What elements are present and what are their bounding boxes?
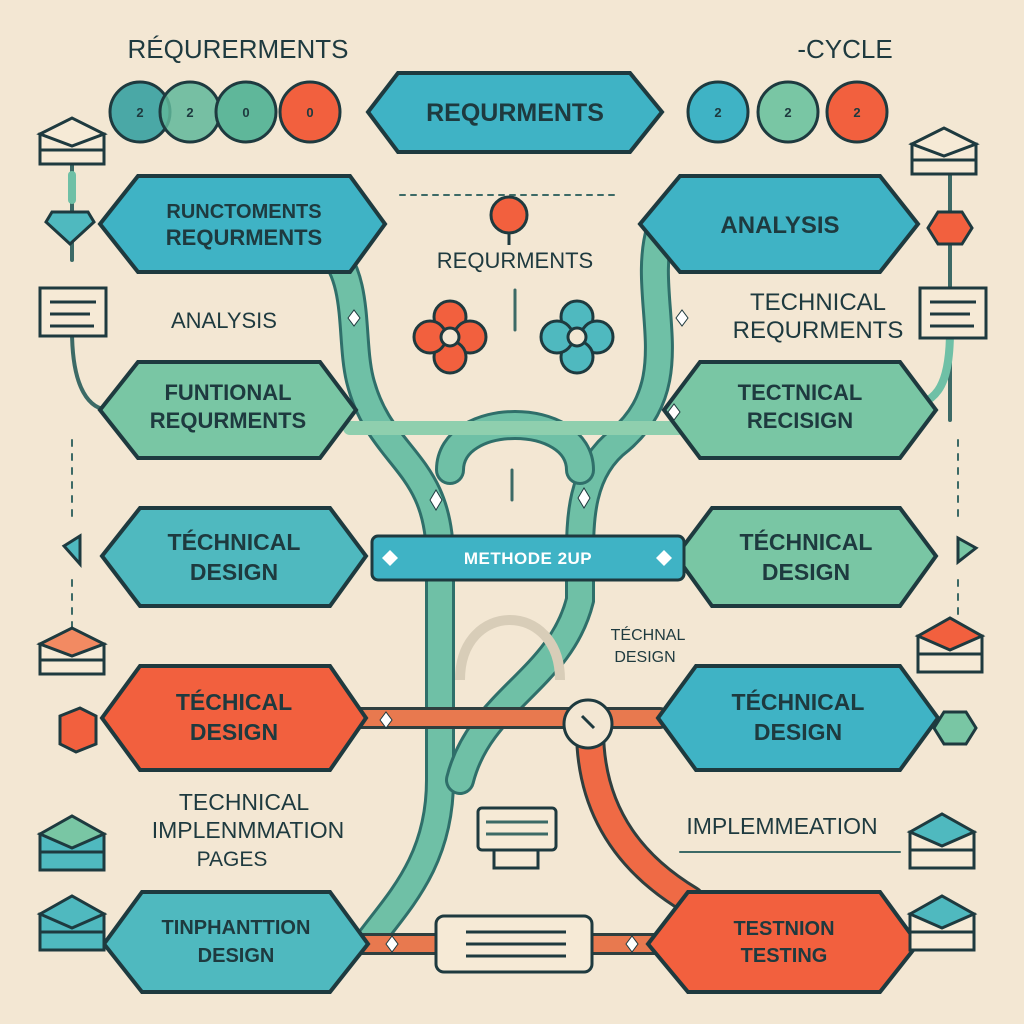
stack-icon (36, 626, 108, 676)
shield-icon (44, 210, 96, 247)
triangle-marker-icon (61, 533, 82, 568)
step-number: 0 (306, 105, 313, 120)
right-title: -CYCLE (797, 34, 892, 64)
step-number: 2 (784, 105, 791, 120)
left-implementation-label: PAGES (197, 848, 268, 871)
stack-icon (36, 814, 108, 872)
hexagon-icon (932, 710, 978, 746)
node-text: RECISIGN (747, 408, 853, 433)
node-right-3: TÉCHNICAL DESIGN (673, 506, 939, 608)
node-text: RUNCTOMENTS (166, 201, 321, 223)
flower-icon (412, 299, 488, 375)
center-design-label: TÉCHNAL (611, 625, 686, 644)
node-text: DESIGN (762, 559, 850, 585)
node-right-2: TECTNICAL RECISIGN (661, 360, 939, 460)
center-requirements-label: REQURMENTS (437, 248, 593, 273)
node-text: DESIGN (754, 719, 842, 745)
node-text: DESIGN (190, 559, 278, 585)
flower-icon (539, 299, 615, 375)
stack-icon (36, 894, 108, 952)
node-text: REQURMENTS (426, 99, 604, 127)
monitor-icon (434, 914, 594, 974)
node-text: TINPHANTTION (162, 917, 311, 939)
node-text: TÉCHNICAL (168, 528, 301, 555)
left-implementation-label: IMPLENMMATION (152, 817, 345, 843)
step-circle (756, 80, 820, 144)
step-circle (278, 80, 342, 144)
stack-icon (36, 116, 108, 166)
node-text: TESTNION (733, 918, 834, 940)
stack-icon (906, 894, 978, 952)
sparkle-markers (347, 309, 689, 953)
hexagon-icon (926, 210, 974, 246)
node-right-4: TÉCHNICAL DESIGN (655, 664, 941, 772)
left-title: RÉQURERMENTS (127, 34, 348, 64)
node-left-5: TINPHANTTION DESIGN (101, 890, 371, 994)
step-number: 2 (186, 105, 193, 120)
node-text: TÉCHICAL (176, 688, 292, 715)
node-right-5: TESTNION TESTING (645, 890, 921, 994)
node-text: TÉCHNICAL (732, 688, 865, 715)
node-left-3: TÉCHNICAL DESIGN (99, 506, 369, 608)
step-number: 2 (136, 105, 143, 120)
document-icon (918, 286, 988, 340)
left-step-circles: 2 2 0 0 (108, 80, 342, 144)
right-technical-label: TECHNICAL (750, 289, 886, 316)
step-circle (686, 80, 750, 144)
node-top-requirements: REQURMENTS (365, 71, 665, 154)
monitor-icon (476, 806, 558, 870)
node-text: TECTNICAL (738, 380, 863, 405)
node-text: FUNTIONAL (164, 380, 291, 405)
node-left-4: TÉCHICAL DESIGN (99, 664, 369, 772)
node-text: DESIGN (198, 945, 275, 967)
left-analysis-label: ANALYSIS (171, 308, 277, 333)
stack-icon (906, 812, 978, 870)
node-left-2: FUNTIONAL REQURMENTS (97, 360, 359, 460)
banner-text: METHODE 2UP (464, 549, 592, 568)
node-text: DESIGN (190, 719, 278, 745)
node-text: TÉCHNICAL (740, 528, 873, 555)
left-implementation-label: TECHNICAL (179, 789, 310, 815)
document-icon (38, 286, 108, 338)
right-technical-label: REQURMENTS (733, 317, 904, 344)
circle-node-icon (562, 698, 614, 750)
step-circle (214, 80, 278, 144)
right-step-circles: 2 2 2 (686, 80, 889, 144)
step-circle (825, 80, 889, 144)
node-text: REQURMENTS (166, 225, 322, 250)
center-design-label: DESIGN (614, 649, 675, 666)
stack-icon (914, 616, 986, 674)
step-number: 0 (242, 105, 249, 120)
cube-icon (58, 706, 98, 754)
node-left-1: RUNCTOMENTS REQURMENTS (97, 174, 388, 274)
step-number: 2 (853, 105, 860, 120)
pin-icon (489, 195, 529, 245)
node-right-1: ANALYSIS (637, 174, 921, 274)
arch-icon (455, 615, 565, 681)
right-implementation-label: IMPLEMMEATION (686, 813, 877, 839)
node-text: TESTING (741, 945, 828, 967)
banner-methode: METHODE 2UP (370, 534, 686, 582)
node-text: REQURMENTS (150, 408, 306, 433)
stack-icon (908, 126, 980, 176)
node-text: ANALYSIS (720, 212, 839, 239)
step-number: 2 (714, 105, 721, 120)
triangle-marker-icon (956, 535, 979, 566)
